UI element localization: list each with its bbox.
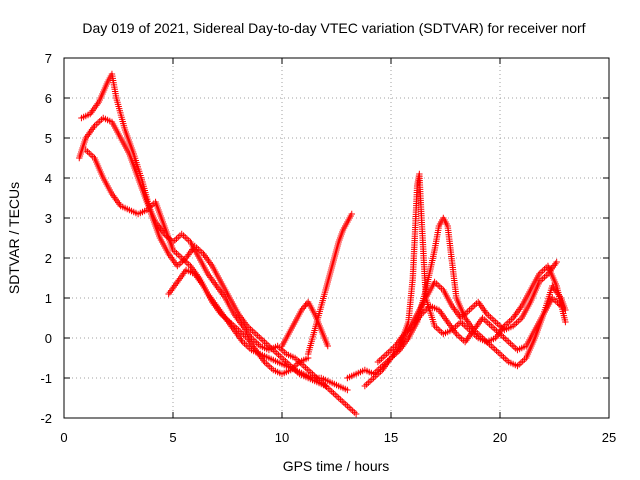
series-track-h [361, 214, 565, 390]
x-tick-label: 20 [493, 430, 507, 445]
y-tick-label: 0 [45, 331, 52, 346]
data-point-marker [324, 342, 331, 350]
x-tick-label: 0 [60, 430, 67, 445]
x-axis-label: GPS time / hours [283, 458, 390, 474]
series-track-d [165, 266, 312, 378]
grid [64, 58, 609, 418]
x-tick-label: 10 [275, 430, 289, 445]
data-points [76, 70, 569, 418]
data-point-marker [352, 410, 360, 418]
y-tick-label: 5 [45, 131, 52, 146]
series-track-e [304, 210, 355, 358]
y-tick-label: 6 [45, 91, 52, 106]
data-point-marker [562, 306, 569, 314]
data-point-marker [322, 382, 329, 390]
data-point-marker [553, 258, 560, 266]
x-tick-label: 25 [602, 430, 616, 445]
chart-title: Day 019 of 2021, Sidereal Day-to-day VTE… [82, 20, 585, 36]
y-tick-label: 1 [45, 291, 52, 306]
plot-frame [63, 57, 610, 419]
y-tick-label: -1 [40, 371, 52, 386]
data-point-marker [348, 210, 355, 218]
data-point-marker [344, 386, 351, 394]
data-point-marker [562, 318, 569, 326]
y-tick-label: 2 [45, 251, 52, 266]
axis-ticks: 0 5 10 15 20 25 -2 -1 0 1 2 3 4 5 6 7 [40, 51, 616, 445]
x-tick-label: 5 [169, 430, 176, 445]
y-tick-label: 7 [45, 51, 52, 66]
series-track-j [396, 258, 560, 350]
series-track-a [76, 114, 360, 418]
series-track-f [278, 298, 331, 350]
y-tick-label: 4 [45, 171, 52, 186]
y-tick-label: -2 [40, 411, 52, 426]
series-track-c [78, 70, 329, 390]
x-tick-label: 15 [384, 430, 398, 445]
y-axis-label: SDTVAR / TECUs [6, 182, 22, 294]
y-tick-label: 3 [45, 211, 52, 226]
